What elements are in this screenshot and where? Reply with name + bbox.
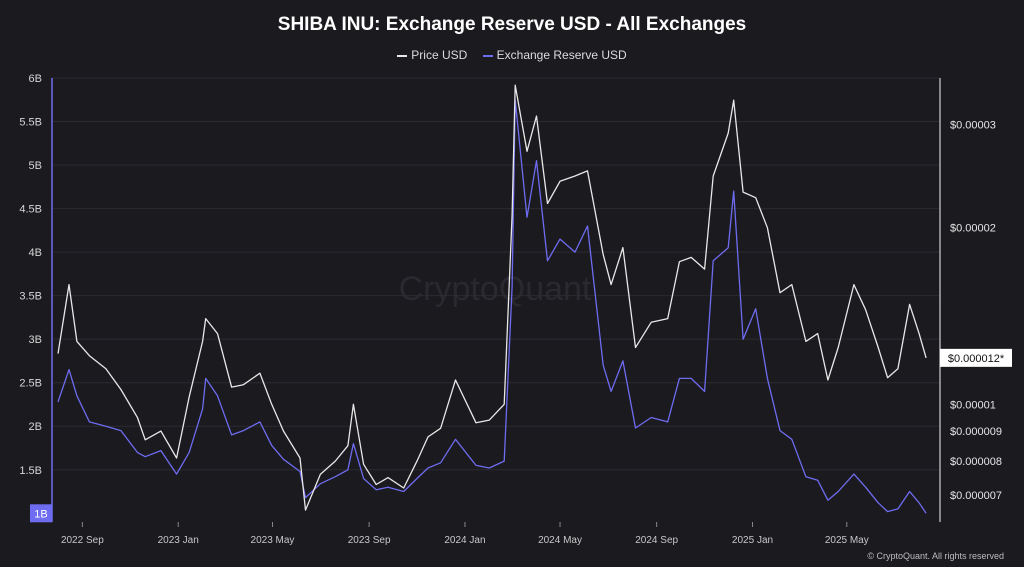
- left-axis: 6B 5.5B 5B 4.5B 4B 3.5B 3B 2.5B 2B 1.5B: [19, 73, 53, 522]
- left-tick-label: 1.5B: [19, 465, 42, 477]
- x-tick-label: 2025 May: [825, 535, 869, 546]
- price-usd-line: [57, 84, 927, 511]
- current-value-badges: 1B $0.000012*: [30, 348, 1012, 523]
- right-tick-label: $0.00002: [950, 223, 996, 235]
- right-tick-label: $0.000009: [950, 426, 1002, 438]
- watermark: CryptoQuant: [399, 270, 592, 308]
- x-tick-label: 2024 May: [538, 535, 582, 546]
- x-tick-label: 2022 Sep: [61, 535, 104, 546]
- left-tick-label: 4.5B: [19, 204, 42, 216]
- legend-swatch-price: [397, 54, 408, 57]
- right-tick-label: $0.000008: [950, 456, 1002, 468]
- right-tick-label: $0.000007: [950, 490, 1002, 502]
- legend-label-reserve: Exchange Reserve USD: [496, 48, 627, 62]
- chart-title: SHIBA INU: Exchange Reserve USD - All Ex…: [277, 14, 747, 35]
- exchange-reserve-line: [57, 99, 927, 514]
- legend-label-price: Price USD: [411, 48, 468, 62]
- left-tick-label: 3.5B: [19, 291, 42, 303]
- left-tick-label: 3B: [29, 334, 42, 346]
- left-tick-label: 4B: [29, 247, 42, 259]
- right-tick-label: $0.00001: [950, 399, 996, 411]
- series-layer: [57, 84, 927, 514]
- left-tick-label: 5.5B: [19, 117, 42, 129]
- x-tick-label: 2023 Sep: [348, 535, 391, 546]
- copyright-notice: © CryptoQuant. All rights reserved: [867, 551, 1004, 561]
- reserve-current-badge: [30, 504, 52, 523]
- price-current-label: $0.000012*: [948, 353, 1005, 365]
- grid-lines: [52, 77, 940, 471]
- x-tick-label: 2025 Jan: [732, 535, 773, 546]
- x-tick-label: 2024 Jan: [444, 535, 485, 546]
- price-current-badge: [940, 348, 1012, 367]
- x-tick-label: 2024 Sep: [635, 535, 678, 546]
- legend-swatch-reserve: [482, 54, 493, 57]
- left-tick-label: 2B: [29, 421, 42, 433]
- left-tick-label: 6B: [29, 73, 42, 85]
- reserve-current-label: 1B: [34, 508, 47, 520]
- x-tick-label: 2023 May: [251, 535, 295, 546]
- x-axis: 2022 Sep 2023 Jan 2023 May 2023 Sep 2024 Jan…: [61, 522, 869, 546]
- x-tick-label: 2023 Jan: [158, 535, 199, 546]
- legend-item-reserve[interactable]: Exchange Reserve USD: [482, 48, 627, 62]
- right-axis: $0.00003 $0.00002 $0.00001 $0.000009 $0.0000…: [939, 78, 1002, 522]
- right-tick-label: $0.00003: [950, 119, 996, 131]
- left-tick-label: 5B: [29, 160, 42, 172]
- left-tick-label: 2.5B: [19, 378, 42, 390]
- chart-legend: Price USD Exchange Reserve USD: [0, 48, 1024, 62]
- legend-item-price[interactable]: Price USD: [397, 48, 467, 62]
